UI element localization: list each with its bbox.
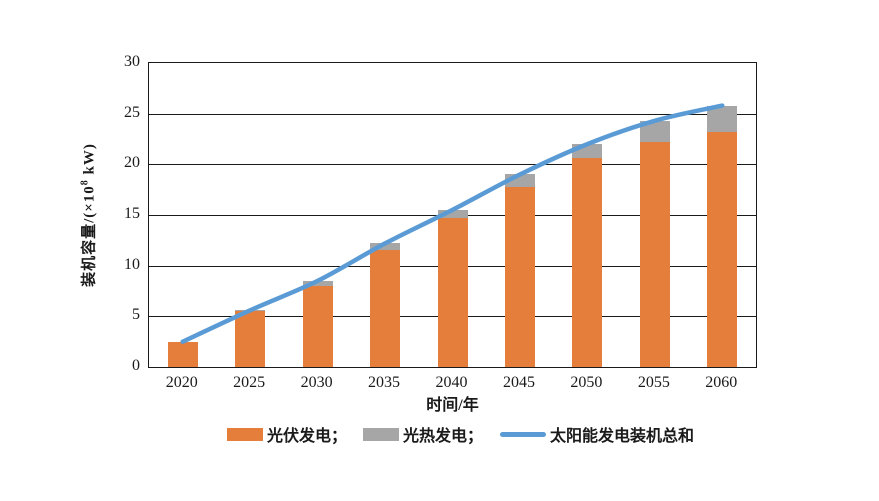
y-axis-tick-label: 30 — [124, 53, 140, 70]
y-axis-title-text: 装机容量/(×10 — [81, 185, 98, 287]
y-axis-title: 装机容量/(×108 kW) — [78, 143, 99, 287]
pv-bar — [235, 311, 266, 367]
y-axis-tick-label: 15 — [124, 205, 140, 222]
y-axis-tick-label: 20 — [124, 154, 140, 172]
csp-bar-segment — [504, 174, 535, 187]
pv-bar — [167, 341, 198, 367]
x-axis-title: 时间/年 — [426, 397, 479, 414]
gridline — [149, 113, 756, 115]
pv-bar — [707, 131, 738, 367]
csp-bar-segment — [639, 120, 670, 142]
pv-bar — [572, 158, 603, 367]
total-line-swatch — [500, 431, 546, 437]
pv-bar — [437, 218, 468, 367]
x-axis-tick-label: 2030 — [300, 374, 333, 391]
x-axis-tick-label: 2020 — [165, 374, 198, 391]
legend: 光伏发电； 光热发电； 太阳能发电装机总和 — [0, 421, 879, 447]
legend-item-csp: 光热发电； — [363, 421, 483, 447]
y-axis-tick-label: 10 — [124, 255, 140, 273]
x-axis-tick-label: 2040 — [435, 374, 468, 391]
pv-bar — [370, 249, 401, 367]
x-axis-tick-label: 2045 — [502, 374, 535, 391]
legend-item-pv: 光伏发电； — [227, 421, 347, 447]
x-axis-tick-label: 2025 — [233, 374, 266, 391]
x-axis-tick-label: 2050 — [570, 374, 603, 391]
plot-area — [148, 62, 757, 368]
x-axis-tick-label: 2060 — [705, 374, 738, 391]
x-axis-tick-label: 2055 — [637, 374, 670, 391]
x-axis-tick-label: 2035 — [368, 374, 401, 391]
csp-bar-segment — [437, 209, 468, 218]
pv-bar — [504, 186, 535, 367]
csp-color-swatch — [363, 427, 399, 441]
csp-bar-segment — [707, 105, 738, 132]
legend-label-csp: 光热发电； — [403, 428, 484, 445]
y-axis-tick-label: 0 — [132, 357, 140, 374]
csp-bar-segment — [302, 280, 333, 286]
legend-label-pv: 光伏发电； — [267, 428, 348, 445]
y-axis-tick-label: 25 — [124, 103, 140, 121]
pv-color-swatch — [227, 427, 263, 441]
pv-bar — [302, 285, 333, 367]
y-axis-title-unit: kW) — [81, 143, 98, 180]
y-axis-tick-label: 5 — [132, 306, 140, 324]
y-axis-title-superscript: 8 — [79, 179, 91, 186]
legend-label-total: 太阳能发电装机总和 — [550, 428, 695, 445]
csp-bar-segment — [572, 144, 603, 159]
csp-bar-segment — [370, 243, 401, 250]
legend-item-total: 太阳能发电装机总和 — [500, 421, 694, 447]
pv-bar — [639, 142, 670, 367]
csp-bar-segment — [235, 310, 266, 312]
